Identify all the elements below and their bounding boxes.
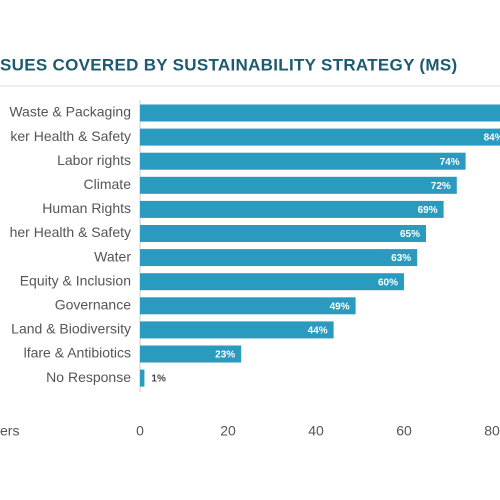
chart-title: SUES COVERED BY SUSTAINABILITY STRATEGY … [0,55,457,74]
bar [140,321,334,339]
value-label: 44% [308,326,328,337]
value-label: 69% [418,205,438,216]
value-label: 49% [330,301,350,312]
x-tick-label: 40 [308,423,324,439]
category-label: Human Rights [42,200,131,216]
bar [140,297,356,315]
category-label: lfare & Antibiotics [24,345,131,361]
bar [140,152,466,170]
x-tick-label: 80 [484,423,500,439]
category-label: Labor rights [57,152,131,168]
category-label: Governance [55,297,131,313]
value-label: 72% [431,181,451,192]
value-label: 65% [400,229,420,240]
bar [140,273,404,291]
bar [140,249,418,267]
bar [140,104,500,122]
category-label: her Health & Safety [10,224,131,240]
category-label: Land & Biodiversity [11,321,131,337]
bar [140,128,500,146]
bar [140,369,145,387]
x-axis-label: ers [0,423,19,439]
category-label: Water [94,248,131,264]
value-label: 74% [440,157,460,168]
value-label: 84% [484,133,500,144]
x-tick-label: 60 [396,423,412,439]
x-tick-label: 0 [136,423,144,439]
category-label: Climate [84,176,132,192]
bar [140,176,457,194]
category-label: Waste & Packaging [9,104,131,120]
bar [140,345,242,363]
x-tick-label: 20 [220,423,236,439]
value-label: 60% [378,277,398,288]
value-label: 1% [151,374,166,385]
category-label: No Response [46,369,131,385]
value-label: 63% [391,253,411,264]
value-label: 23% [215,350,235,361]
category-label: Equity & Inclusion [20,272,131,288]
bar [140,225,426,242]
category-label: ker Health & Safety [10,128,131,144]
bar [140,200,444,218]
